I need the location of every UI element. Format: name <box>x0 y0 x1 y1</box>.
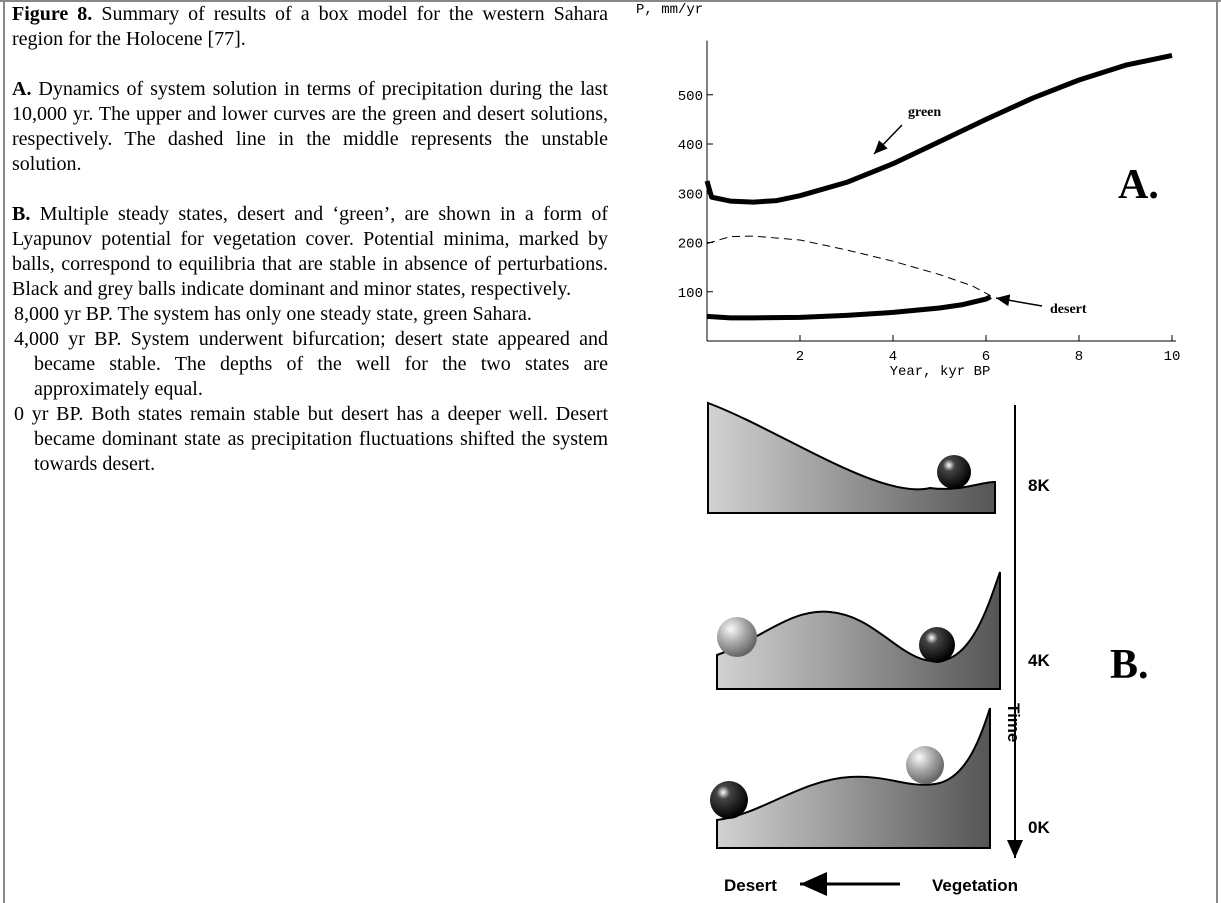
list-item: 4,000 yr BP. System underwent bifurcatio… <box>12 327 608 402</box>
left-label: Desert <box>724 876 777 895</box>
panel-label: B. <box>1110 642 1149 688</box>
paragraph: Figure 8. Summary of results of a box mo… <box>12 2 608 52</box>
ball-dominant <box>919 627 955 663</box>
line-series <box>707 297 991 318</box>
line-series <box>707 236 991 296</box>
list-item: 0 yr BP. Both states remain stable but d… <box>12 402 608 477</box>
x-tick-label: 2 <box>796 349 804 365</box>
panel-label: A. <box>12 78 31 100</box>
landscape <box>717 572 1000 689</box>
panel-label: A. <box>1118 162 1159 208</box>
paragraph: A. Dynamics of system solution in terms … <box>12 77 608 177</box>
x-tick-label: 8 <box>1075 349 1083 365</box>
annotation: green <box>908 105 941 120</box>
figure-label: Figure 8. <box>12 3 92 25</box>
y-axis-label: P, mm/yr <box>636 2 703 18</box>
stage-label: 0K <box>1028 818 1050 837</box>
ball-minor <box>906 746 944 784</box>
panel-text: Multiple steady states, desert and ‘gree… <box>12 203 608 300</box>
right-label: Vegetation <box>932 876 1018 895</box>
y-tick-label: 300 <box>678 187 703 203</box>
annotation: desert <box>1050 302 1087 317</box>
paragraph: B. Multiple steady states, desert and ‘g… <box>12 202 608 302</box>
figure-text: Summary of results of a box model for th… <box>12 3 608 50</box>
y-tick-label: 200 <box>678 237 703 253</box>
y-tick-label: 500 <box>678 89 703 105</box>
x-tick-label: 6 <box>982 349 990 365</box>
chart: 100 200 300 400 500 2 4 6 8 10 P, mm/yr Year, kyr B… <box>636 2 1180 380</box>
line-series <box>707 55 1172 202</box>
y-tick-label: 400 <box>678 138 703 154</box>
x-tick-label: 10 <box>1164 349 1181 365</box>
landscape <box>717 708 990 848</box>
list-item: 8,000 yr BP. The system has only one ste… <box>12 302 608 327</box>
stage-label: 8K <box>1028 476 1050 495</box>
time-label: Time <box>1004 703 1023 742</box>
y-tick-label: 100 <box>678 286 703 302</box>
annotation-arrow <box>996 298 1042 306</box>
panel-text: Dynamics of system solution in terms of … <box>12 78 608 175</box>
x-axis-label: Year, kyr BP <box>890 364 991 380</box>
page: 100 200 300 400 500 2 4 6 8 10 P, mm/yr Year, kyr B… <box>0 0 1221 903</box>
ball-minor <box>717 617 757 657</box>
x-tick-label: 4 <box>889 349 897 365</box>
ball-dominant <box>710 781 748 819</box>
caption: Figure 8. Summary of results of a box mo… <box>12 2 608 477</box>
ball-dominant <box>937 455 971 489</box>
panel-label: B. <box>12 203 30 225</box>
stage-label: 4K <box>1028 651 1050 670</box>
diagram: 8K 4K 0K Time B. Desert Vegetation <box>708 403 1149 895</box>
annotation-arrow <box>874 125 902 154</box>
